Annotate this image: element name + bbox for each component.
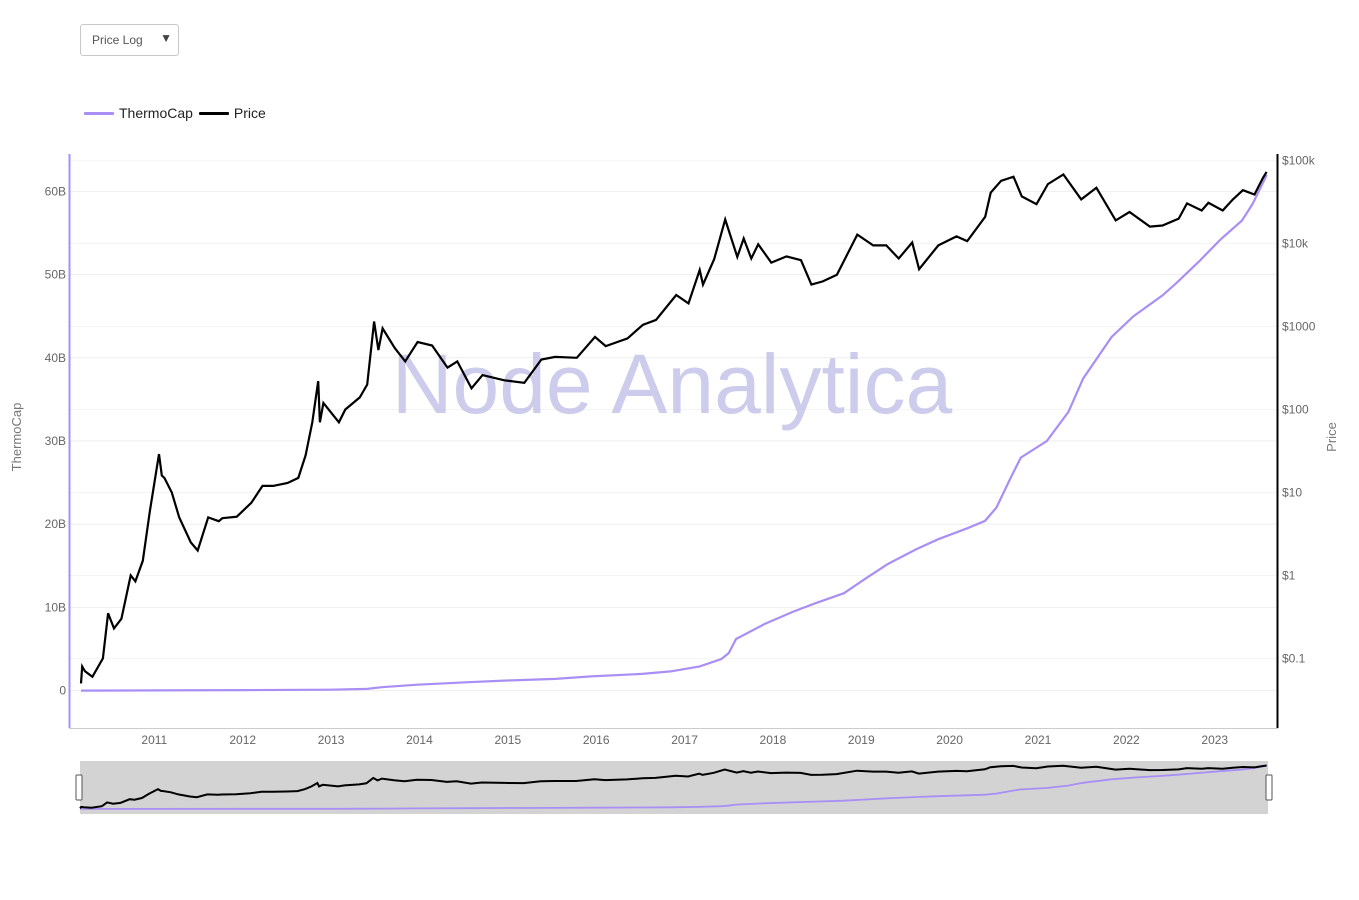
navigator-handle-left[interactable] (75, 774, 83, 801)
x-tick-label: 2012 (229, 733, 256, 747)
x-axis-ticks: 2011 2012 2013 2014 2015 2016 2017 2018 2019 2020… (141, 733, 1228, 747)
x-tick-label: 2018 (760, 733, 787, 747)
x-tick-label: 2015 (494, 733, 521, 747)
left-tick-label: 20B (45, 517, 66, 531)
x-tick-label: 2014 (406, 733, 433, 747)
x-tick-label: 2022 (1113, 733, 1140, 747)
left-tick-label: 40B (45, 351, 66, 365)
x-tick-label: 2020 (936, 733, 963, 747)
watermark-text: Node Analytica (392, 337, 953, 431)
navigator-series-price (79, 764, 1267, 809)
x-tick-label: 2023 (1201, 733, 1228, 747)
x-tick-label: 2011 (141, 733, 167, 747)
legend-item-price[interactable]: Price (198, 105, 266, 121)
right-tick-label: $10k (1282, 237, 1309, 251)
x-tick-label: 2021 (1025, 733, 1052, 747)
right-tick-label: $10 (1282, 485, 1302, 499)
right-tick-label: $100 (1282, 402, 1309, 416)
left-tick-label: 50B (45, 268, 66, 282)
left-axis-ticks: 0 10B 20B 30B 40B 50B 60B (45, 184, 67, 697)
navigator-series-thermocap (80, 764, 1267, 810)
right-tick-label: $1000 (1282, 320, 1316, 334)
series-line-thermocap (80, 174, 1268, 692)
left-tick-label: 10B (45, 600, 66, 614)
x-tick-label: 2016 (583, 733, 610, 747)
x-tick-label: 2019 (848, 733, 875, 747)
x-tick-label: 2013 (318, 733, 345, 747)
legend-item-thermocap[interactable]: ThermoCap (84, 105, 193, 121)
right-tick-label: $100k (1282, 154, 1316, 168)
metric-scale-dropdown[interactable]: Price Log ▼ (80, 24, 179, 56)
navigator-background[interactable] (80, 761, 1268, 814)
legend-label-price: Price (233, 105, 266, 121)
legend-swatch-thermocap (84, 111, 114, 115)
series-line-price (79, 171, 1268, 684)
left-tick-label: 60B (45, 184, 66, 198)
right-tick-label: $1 (1282, 568, 1296, 582)
chevron-down-icon: ▼ (160, 31, 172, 45)
dropdown-selected-value: Price Log (92, 33, 143, 47)
right-tick-label: $0.1 (1282, 651, 1306, 665)
legend-swatch-price (198, 111, 229, 115)
legend-label-thermocap: ThermoCap (119, 105, 193, 121)
chart-legend: ThermoCap Price (84, 104, 272, 122)
right-axis-title: Price (1324, 422, 1339, 452)
left-tick-label: 30B (45, 434, 66, 448)
navigator-handle-right[interactable] (1265, 774, 1273, 801)
left-tick-label: 0 (59, 684, 66, 698)
left-axis-title: ThermoCap (9, 403, 24, 472)
grid-lines (69, 160, 1278, 692)
right-axis-ticks: $0.1 $1 $10 $100 $1000 $10k $100k (1282, 154, 1316, 666)
x-tick-label: 2017 (671, 733, 698, 747)
